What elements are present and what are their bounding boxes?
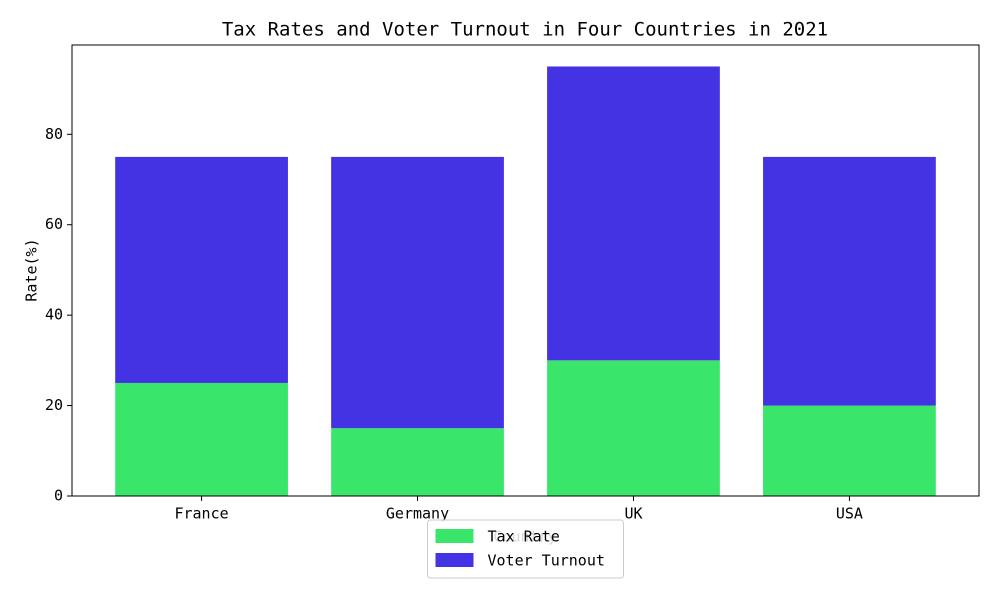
bar-segment (331, 428, 504, 496)
bar-segment (115, 156, 288, 383)
bar-segment (763, 156, 936, 406)
y-tick-label: 20 (45, 396, 63, 414)
legend-label: Tax Rate (488, 528, 560, 546)
y-tick-label: 60 (45, 215, 63, 233)
legend-swatch (435, 529, 474, 543)
bar-segment (331, 156, 504, 429)
y-tick-label: 40 (45, 306, 63, 324)
y-tick-label: 0 (54, 487, 63, 505)
bar-segment (547, 66, 720, 361)
bar-segment (115, 382, 288, 496)
bar-segment (547, 360, 720, 496)
x-tick-label: USA (836, 505, 863, 523)
y-axis-label: Rate(%) (23, 238, 41, 301)
legend-swatch (435, 553, 474, 567)
x-tick-label: France (174, 505, 228, 523)
y-tick-label: 80 (45, 125, 63, 143)
chart-title: Tax Rates and Voter Turnout in Four Coun… (222, 19, 828, 41)
legend-label: Voter Turnout (488, 552, 605, 570)
x-tick-label: Germany (386, 505, 449, 523)
x-tick-label: UK (624, 505, 642, 523)
bar-segment (763, 405, 936, 496)
legend-box (427, 519, 624, 579)
plot-frame (71, 44, 980, 497)
